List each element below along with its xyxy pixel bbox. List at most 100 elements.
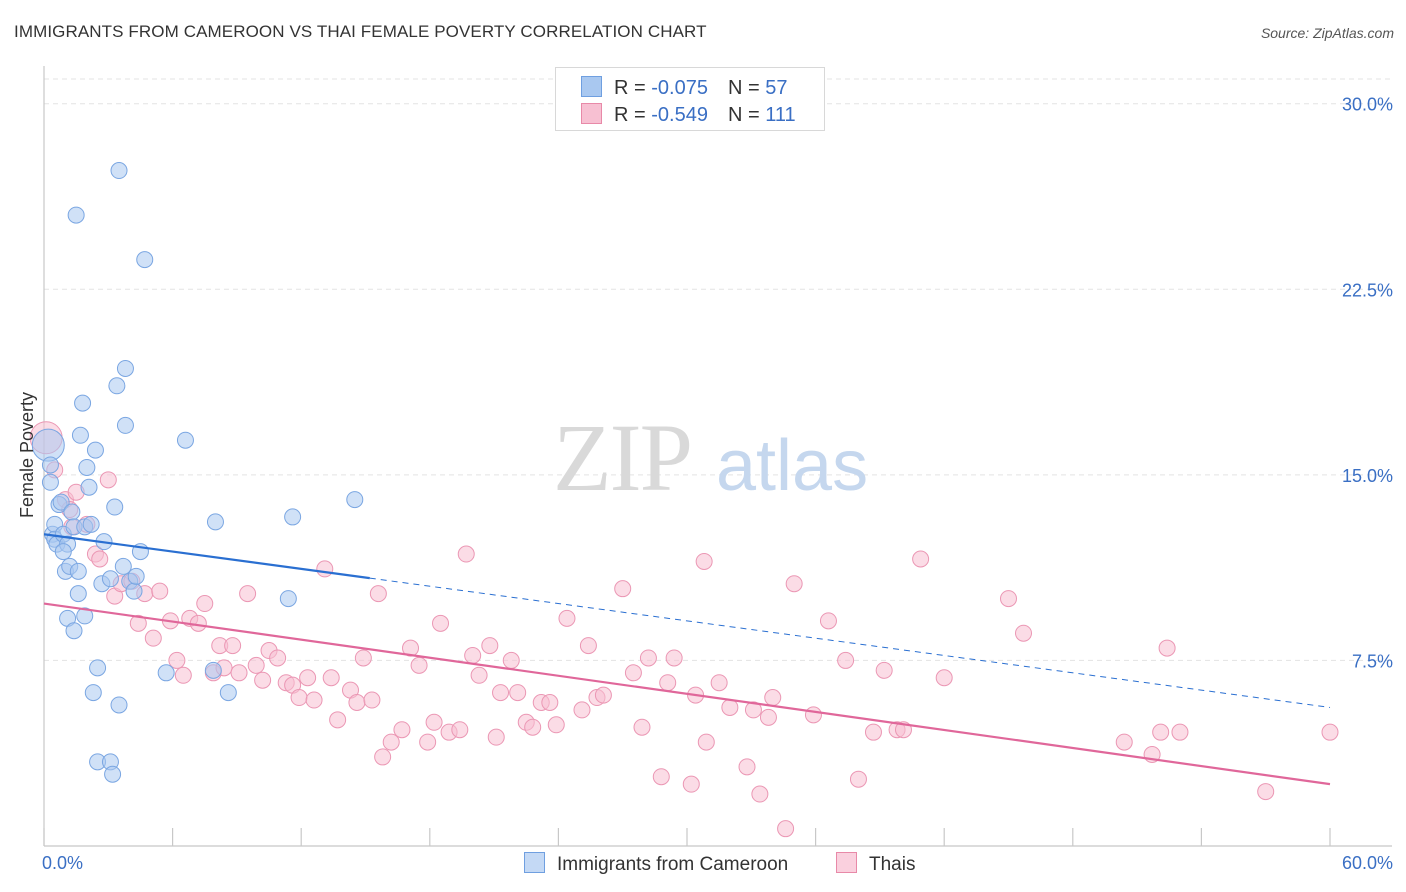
legend-r-value: -0.075 — [651, 77, 708, 99]
legend-r-label: R = — [614, 104, 652, 126]
thais-point — [1015, 624, 1033, 642]
cameroon-point — [219, 684, 237, 702]
cameroon-point — [74, 394, 92, 412]
cameroon-point — [114, 557, 132, 575]
thais-point — [239, 585, 257, 603]
cameroon-point — [206, 513, 224, 531]
thais-point — [624, 664, 642, 682]
cameroon-point — [110, 162, 128, 180]
cameroon-point — [71, 426, 89, 444]
cameroon-point — [157, 664, 175, 682]
thais-point — [633, 718, 651, 736]
cameroon-point — [346, 491, 364, 509]
cameroon-point — [31, 428, 65, 462]
thais-point — [665, 649, 683, 667]
thais-point — [410, 656, 428, 674]
thais-point — [524, 718, 542, 736]
thais-point — [659, 674, 677, 692]
cameroon-point — [110, 696, 128, 714]
cameroon-point — [204, 661, 222, 679]
stats-legend: R = -0.075 N = 57 R = -0.549 N = 111 — [555, 67, 825, 131]
legend-r-label: R = — [614, 77, 652, 99]
cameroon-trend-line — [43, 533, 370, 580]
cameroon-point — [86, 441, 104, 459]
cameroon-point — [279, 590, 297, 608]
legend-swatch-cameroon — [581, 76, 602, 97]
cameroon-trend-line-dashed — [369, 577, 1331, 708]
thais-point — [764, 689, 782, 707]
thais-point — [864, 723, 882, 741]
thais-point — [1115, 733, 1133, 751]
thais-point — [363, 691, 381, 709]
thais-point — [174, 666, 192, 684]
thais-point — [558, 609, 576, 627]
thais-point — [721, 698, 739, 716]
legend-label-thais: Thais — [869, 854, 916, 875]
thais-point — [652, 768, 670, 786]
cameroon-point — [125, 582, 143, 600]
thais-point — [695, 552, 713, 570]
thais-point — [457, 545, 475, 563]
cameroon-point — [116, 359, 134, 377]
legend-item-thais: Thais — [836, 852, 915, 876]
thais-point — [224, 637, 242, 655]
thais-point — [849, 770, 867, 788]
thais-point — [682, 775, 700, 793]
y-tick-label: 7.5% — [1352, 651, 1393, 671]
y-tick-label: 15.0% — [1342, 466, 1393, 486]
legend-swatch-thais — [581, 103, 602, 124]
legend-label-cameroon: Immigrants from Cameroon — [557, 854, 789, 875]
thais-point — [697, 733, 715, 751]
thais-point — [804, 706, 822, 724]
thais-point — [329, 711, 347, 729]
cameroon-point — [284, 508, 302, 526]
cameroon-point — [176, 431, 194, 449]
thais-point — [573, 701, 591, 719]
thais-point — [393, 721, 411, 739]
cameroon-point — [108, 377, 126, 395]
watermark-zip: ZIP — [553, 404, 691, 511]
thais-point — [710, 674, 728, 692]
legend-n-label: N = — [727, 77, 766, 99]
legend-swatch-thais — [836, 852, 857, 873]
cameroon-point — [116, 416, 134, 434]
legend-row-thais: R = -0.549 N = 111 — [581, 103, 796, 127]
thais-point — [464, 646, 482, 664]
cameroon-point — [54, 543, 72, 561]
thais-point — [1321, 723, 1339, 741]
thais-point — [1000, 590, 1017, 608]
thais-point — [382, 733, 400, 751]
thais-point — [837, 651, 855, 669]
thais-point — [594, 686, 612, 704]
legend-n-value: 111 — [765, 104, 796, 126]
thais-point — [316, 560, 334, 578]
cameroon-point — [69, 585, 87, 603]
thais-point — [738, 758, 756, 776]
thais-point — [912, 550, 930, 568]
thais-point — [230, 664, 248, 682]
thais-point — [432, 614, 450, 632]
thais-point — [487, 728, 505, 746]
tick-labels: 7.5% 15.0% 22.5% 30.0% 0.0% 60.0% — [42, 95, 1393, 873]
legend-n-value: 57 — [765, 77, 788, 99]
cameroon-point — [63, 503, 81, 521]
thais-point — [354, 649, 372, 667]
cameroon-point — [89, 659, 107, 677]
thais-point — [541, 693, 559, 711]
thais-point — [91, 550, 109, 568]
watermark-atlas: atlas — [716, 426, 868, 506]
thais-point — [785, 575, 803, 593]
cameroon-point — [84, 684, 102, 702]
cameroon-point — [80, 478, 98, 496]
cameroon-point — [76, 607, 94, 625]
y-tick-label: 30.0% — [1342, 95, 1393, 115]
cameroon-points — [31, 162, 364, 783]
thais-point — [1171, 723, 1189, 741]
thais-point — [751, 785, 769, 803]
thais-point — [144, 629, 162, 647]
thais-point — [196, 595, 214, 613]
thais-point — [129, 614, 147, 632]
thais-point — [481, 637, 499, 655]
thais-point — [819, 612, 837, 630]
